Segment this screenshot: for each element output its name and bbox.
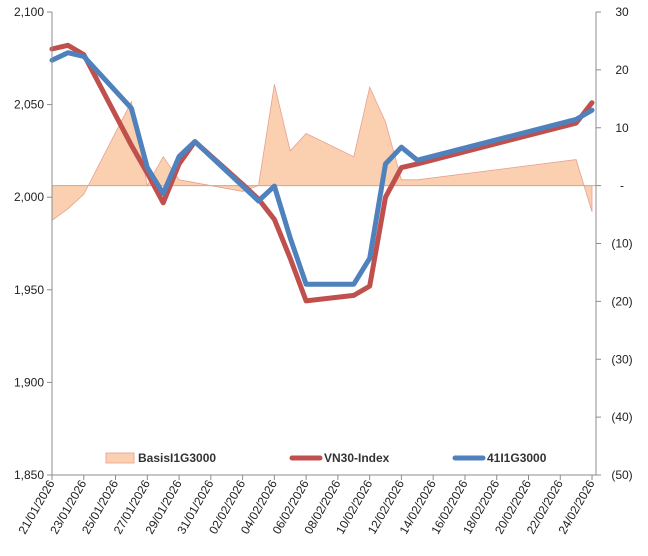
right-tick-label: (10) [611,237,632,251]
legend-swatch-area [105,452,135,464]
left-tick-label: 1,950 [14,283,44,297]
right-tick-label: 20 [615,63,629,77]
series-area-basisi1g3000 [51,84,593,222]
left-tick-label: 2,050 [14,98,44,112]
plot-area [52,12,596,475]
left-tick-label: 1,850 [14,468,44,482]
series-line-41i1g3000 [49,50,595,287]
right-tick-label: (30) [611,352,632,366]
left-tick-label: 1,900 [14,375,44,389]
left-tick-label: 2,100 [14,5,44,19]
legend-label: BasisI1G3000 [138,451,216,465]
right-tick-label: (20) [611,294,632,308]
left-tick-label: 2,000 [14,190,44,204]
legend-label: 41I1G3000 [487,451,547,465]
right-tick-label: 30 [615,5,629,19]
right-tick-label: (40) [611,410,632,424]
right-tick-label: (50) [611,468,632,482]
right-tick-label: 10 [615,121,629,135]
right-tick-label: - [620,179,624,193]
legend-label: VN30-Index [324,451,390,465]
series-line-vn30-index [49,42,595,304]
